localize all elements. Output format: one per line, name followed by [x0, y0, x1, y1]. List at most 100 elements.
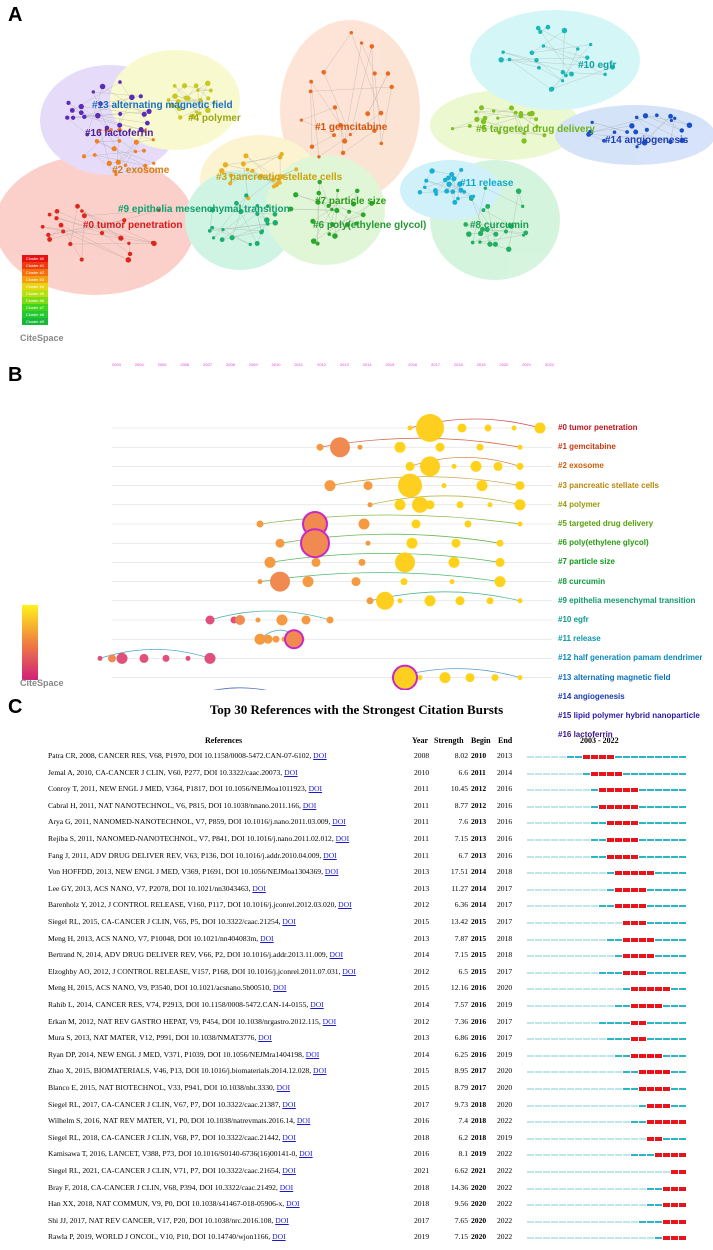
year-segment-before: [543, 1104, 551, 1107]
burst-begin: 2016: [471, 1033, 487, 1043]
doi-link[interactable]: DOI: [332, 817, 346, 827]
network-edge: [222, 229, 251, 245]
citation-node: [116, 652, 128, 664]
network-edge: [501, 57, 588, 60]
network-edge: [493, 110, 516, 113]
network-edge: [426, 180, 462, 191]
reference-citation: Siegel RL, 2015, CA-CANCER J CLIN, V65, …: [48, 917, 281, 926]
doi-link[interactable]: DOI: [282, 1132, 296, 1142]
year-segment-before: [551, 1038, 559, 1041]
doi-link[interactable]: DOI: [308, 784, 323, 794]
network-node: [332, 105, 338, 110]
doi-link[interactable]: DOI: [324, 867, 339, 877]
network-node: [466, 231, 472, 237]
doi-link[interactable]: DOI: [299, 1149, 313, 1159]
year-segment-before: [535, 1171, 543, 1173]
header-begin: Begin: [471, 736, 491, 745]
doi-link[interactable]: DOI: [305, 1049, 320, 1059]
year-segment-before: [607, 1204, 615, 1207]
citation-node: [301, 615, 311, 625]
burst-begin: 2014: [471, 883, 487, 893]
year-segment-before: [551, 888, 559, 891]
year-segment-before: [607, 1220, 615, 1223]
year-segment-before: [527, 1071, 535, 1074]
network-edge: [212, 227, 263, 232]
burst-end: 2018: [497, 950, 513, 960]
doi-link[interactable]: DOI: [286, 1199, 300, 1209]
doi-link[interactable]: DOI: [302, 800, 317, 810]
doi-link[interactable]: DOI: [272, 983, 287, 993]
doi-link[interactable]: DOI: [322, 1016, 337, 1026]
year-segment-before: [599, 1204, 607, 1207]
doi-link[interactable]: DOI: [313, 751, 327, 760]
network-edge: [374, 73, 382, 144]
pub-year: 2015: [414, 1083, 430, 1092]
year-segment-before: [551, 1237, 559, 1240]
burst-segment: [663, 1120, 671, 1125]
doi-link[interactable]: DOI: [282, 1099, 296, 1109]
year-segment: [663, 1137, 671, 1140]
doi-link[interactable]: DOI: [260, 933, 274, 943]
pub-year: 2021: [414, 1166, 430, 1175]
cluster-label-5: #5 targeted drug delivery: [476, 124, 595, 135]
doi-link[interactable]: DOI: [329, 950, 344, 960]
doi-link[interactable]: DOI: [282, 1166, 296, 1175]
burst-row: Patra CR, 2008, CANCER RES, V68, P1970, …: [0, 748, 713, 765]
network-node: [463, 222, 468, 227]
year-segment-before: [615, 1171, 623, 1173]
year-segment: [655, 805, 663, 808]
burst-segment: [639, 1020, 647, 1025]
year-segment-before: [607, 1171, 615, 1173]
legend-item: Cluster #6: [22, 297, 48, 304]
doi-link[interactable]: DOI: [335, 834, 350, 843]
doi-link[interactable]: DOI: [310, 1000, 324, 1009]
doi-link[interactable]: DOI: [272, 1232, 286, 1242]
network-node: [423, 185, 427, 190]
burst-segment: [647, 1004, 655, 1008]
network-node: [633, 129, 639, 135]
year-segment: [679, 789, 687, 792]
year-segment-before: [559, 839, 567, 841]
doi-link[interactable]: DOI: [323, 850, 337, 860]
doi-link[interactable]: DOI: [282, 917, 296, 926]
network-node: [446, 175, 451, 181]
doi-link[interactable]: DOI: [279, 1182, 294, 1192]
doi-link[interactable]: DOI: [275, 1215, 289, 1225]
network-edge: [49, 225, 62, 240]
doi-link[interactable]: DOI: [276, 1083, 291, 1092]
pub-year: 2012: [414, 966, 430, 976]
network-node: [538, 29, 543, 35]
burst-timeline-bar: [527, 1020, 687, 1025]
year-segment-before: [567, 888, 575, 891]
doi-link[interactable]: DOI: [296, 1116, 311, 1126]
year-segment-before: [527, 756, 535, 758]
citation-node: [276, 614, 288, 626]
doi-link[interactable]: DOI: [284, 767, 298, 777]
year-segment-before: [583, 839, 591, 841]
cluster-label-2: #2 exosome: [112, 165, 170, 176]
year-segment: [655, 772, 663, 775]
year-segment-before: [527, 1187, 535, 1190]
doi-link[interactable]: DOI: [342, 966, 356, 976]
year-segment-before: [583, 1237, 591, 1240]
network-edge: [551, 44, 591, 90]
burst-row: Bertrand N, 2014, ADV DRUG DELIVER REV, …: [0, 947, 713, 964]
year-segment-before: [527, 1137, 535, 1140]
burst-timeline-bar: [527, 970, 687, 975]
doi-link[interactable]: DOI: [252, 883, 266, 893]
network-node: [470, 240, 475, 245]
year-segment: [679, 938, 687, 941]
burst-segment: [655, 1070, 663, 1075]
doi-link[interactable]: DOI: [338, 900, 352, 910]
reference-text: Blanco E, 2015, NAT BIOTECHNOL, V33, P94…: [48, 1083, 290, 1092]
network-node: [229, 235, 235, 241]
year-segment-before: [575, 1171, 583, 1173]
network-edge: [329, 190, 338, 235]
year-tick-label: 2020: [499, 362, 509, 367]
burst-segment: [655, 1004, 663, 1008]
doi-link[interactable]: DOI: [258, 1033, 272, 1043]
network-edge: [636, 117, 648, 130]
burst-begin: 2014: [471, 867, 487, 877]
network-node: [265, 221, 270, 226]
doi-link[interactable]: DOI: [313, 1066, 327, 1076]
